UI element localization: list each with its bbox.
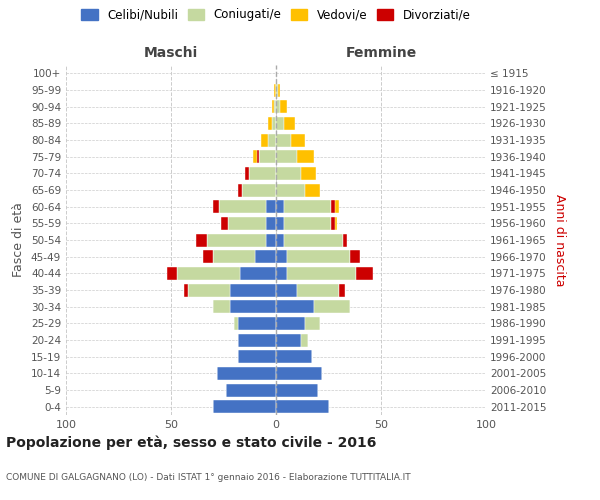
Bar (284, 234, 343, 246)
Bar (276, 400, 329, 413)
Bar (245, 167, 249, 180)
Bar (276, 100, 280, 113)
Bar (274, 100, 276, 113)
Bar (356, 267, 373, 280)
Text: Femmine: Femmine (346, 46, 416, 60)
Bar (280, 100, 287, 113)
Bar (238, 184, 242, 196)
Bar (238, 317, 276, 330)
Bar (226, 384, 276, 396)
Legend: Celibi/Nubili, Coniugati/e, Vedovi/e, Divorziati/e: Celibi/Nubili, Coniugati/e, Vedovi/e, Di… (81, 8, 471, 22)
Bar (245, 167, 249, 180)
Bar (301, 334, 308, 346)
Bar (265, 200, 276, 213)
Bar (276, 217, 284, 230)
Bar (253, 150, 259, 163)
Bar (257, 150, 259, 163)
Bar (196, 234, 206, 246)
Bar (221, 217, 228, 230)
Bar (203, 250, 213, 263)
Bar (276, 300, 314, 313)
Bar (268, 117, 272, 130)
Bar (349, 250, 352, 263)
Bar (331, 217, 337, 230)
Bar (178, 267, 240, 280)
Bar (276, 167, 301, 180)
Bar (343, 234, 347, 246)
Bar (276, 134, 290, 146)
Bar (220, 200, 265, 213)
Bar (276, 200, 284, 213)
Bar (305, 317, 320, 330)
Bar (276, 367, 322, 380)
Bar (276, 334, 301, 346)
Text: Maschi: Maschi (144, 46, 198, 60)
Bar (238, 184, 242, 196)
Bar (331, 200, 335, 213)
Bar (278, 84, 280, 96)
Bar (213, 300, 230, 313)
Bar (249, 167, 276, 180)
Bar (287, 250, 349, 263)
Bar (339, 284, 346, 296)
Bar (284, 200, 331, 213)
Bar (206, 234, 265, 246)
Bar (242, 184, 276, 196)
Bar (331, 200, 339, 213)
Bar (167, 267, 178, 280)
Bar (284, 217, 331, 230)
Bar (305, 184, 320, 196)
Bar (276, 350, 312, 363)
Bar (262, 134, 268, 146)
Bar (188, 284, 230, 296)
Bar (213, 200, 220, 213)
Bar (259, 150, 276, 163)
Bar (240, 267, 276, 280)
Bar (265, 217, 276, 230)
Bar (213, 250, 255, 263)
Bar (276, 384, 318, 396)
Bar (230, 300, 276, 313)
Bar (274, 84, 276, 96)
Bar (184, 284, 188, 296)
Bar (272, 117, 276, 130)
Bar (255, 250, 276, 263)
Bar (217, 367, 276, 380)
Bar (349, 250, 360, 263)
Bar (290, 134, 305, 146)
Bar (276, 234, 284, 246)
Bar (276, 250, 287, 263)
Bar (276, 117, 284, 130)
Bar (238, 350, 276, 363)
Bar (343, 234, 347, 246)
Bar (276, 317, 305, 330)
Y-axis label: Anni di nascita: Anni di nascita (553, 194, 566, 286)
Bar (276, 150, 297, 163)
Bar (287, 267, 356, 280)
Bar (272, 100, 274, 113)
Bar (276, 184, 305, 196)
Y-axis label: Fasce di età: Fasce di età (13, 202, 25, 278)
Bar (276, 284, 297, 296)
Text: Popolazione per età, sesso e stato civile - 2016: Popolazione per età, sesso e stato civil… (6, 436, 376, 450)
Bar (314, 300, 349, 313)
Bar (265, 234, 276, 246)
Bar (331, 217, 335, 230)
Bar (276, 267, 287, 280)
Bar (284, 117, 295, 130)
Bar (268, 134, 276, 146)
Bar (213, 400, 276, 413)
Bar (238, 334, 276, 346)
Bar (276, 84, 278, 96)
Bar (301, 167, 316, 180)
Bar (230, 284, 276, 296)
Bar (297, 284, 339, 296)
Bar (228, 217, 265, 230)
Text: COMUNE DI GALGAGNANO (LO) - Dati ISTAT 1° gennaio 2016 - Elaborazione TUTTITALIA: COMUNE DI GALGAGNANO (LO) - Dati ISTAT 1… (6, 473, 410, 482)
Bar (234, 317, 238, 330)
Bar (297, 150, 314, 163)
